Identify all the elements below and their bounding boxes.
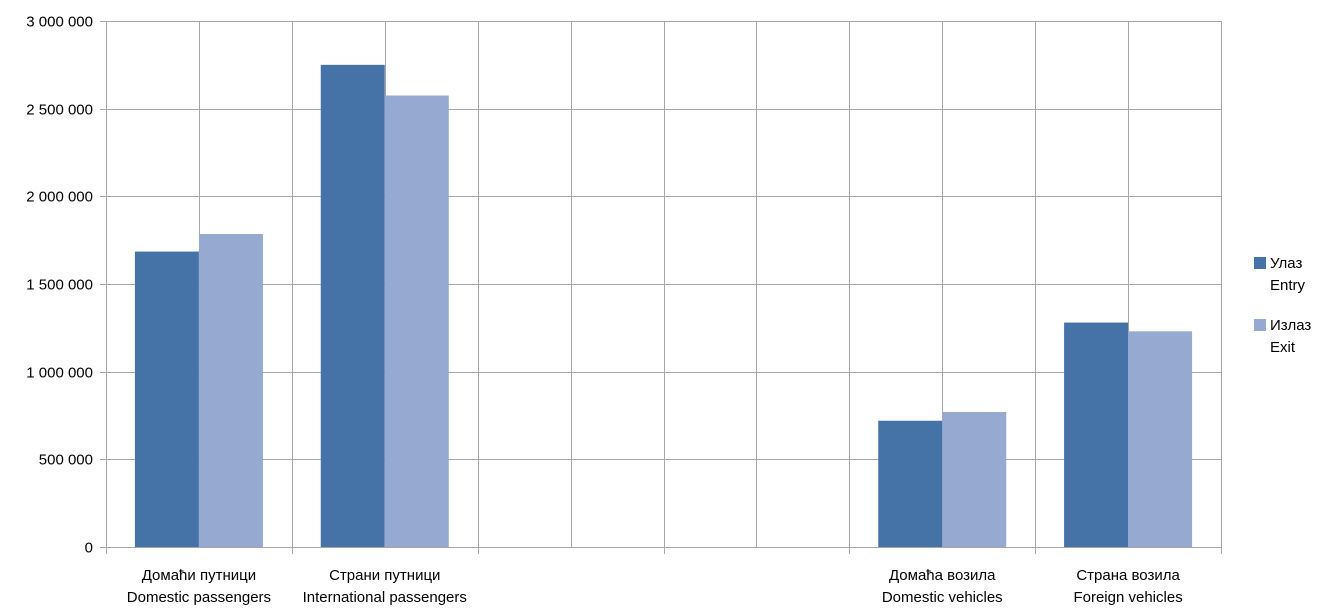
legend-label-en: Entry [1270,277,1306,294]
legend-label: Излаз [1270,317,1311,334]
legend-swatch-entry [1254,257,1266,269]
y-tick-label: 1 500 000 [26,277,93,294]
category-labels: Домаћи путници Domestic passengers Страни … [127,567,1183,606]
category-label-line1: Страна возила [1076,567,1180,584]
y-tick-label: 2 000 000 [26,189,93,206]
category-label-line1: Домаћа возила [889,567,996,584]
y-tick-label: 0 [85,540,93,557]
bar-exit-1 [384,95,449,548]
category-label-line2: International passengers [303,589,467,606]
y-tick-label: 1 000 000 [26,365,93,382]
bar-exit-0 [198,234,263,547]
legend-label: Улаз [1270,255,1302,272]
category-label-line1: Домаћи путници [142,567,256,584]
bar-exit-5 [1128,331,1193,547]
bars [134,64,1193,548]
bar-entry-0 [134,251,199,547]
bar-entry-1 [320,64,385,547]
y-tick-label: 2 500 000 [26,102,93,119]
bar-exit-4 [942,411,1007,547]
bar-entry-5 [1064,322,1129,547]
gridlines [106,21,1222,547]
category-label-line2: Foreign vehicles [1073,589,1182,606]
category-label-line1: Страни путници [329,567,440,584]
legend: Улаз Entry Излаз Exit [1254,255,1311,356]
y-tick-label: 3 000 000 [26,14,93,31]
legend-label-en: Exit [1270,339,1296,356]
y-tick-labels: 0 500 000 1 000 000 1 500 000 2 000 000 2 500… [26,14,93,557]
category-label-line2: Domestic passengers [127,589,271,606]
y-tick-label: 500 000 [39,452,93,469]
bar-entry-4 [878,420,943,547]
axes [100,21,1222,554]
category-label-line2: Domestic vehicles [882,589,1003,606]
legend-swatch-exit [1254,319,1266,331]
